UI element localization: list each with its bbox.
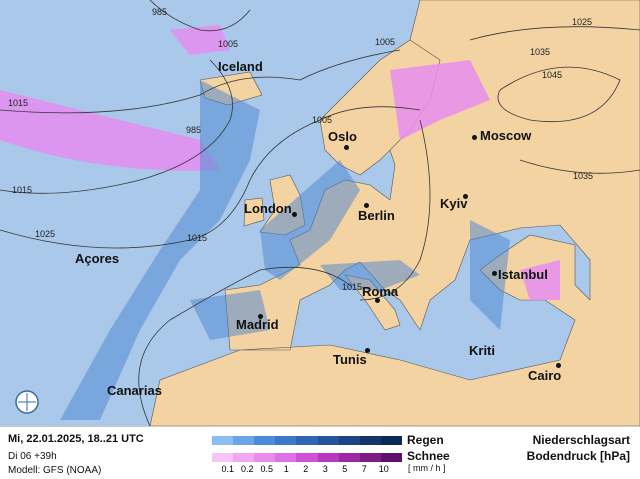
rain-band [60,80,260,420]
snow-swatch [212,453,234,462]
city-label: Berlin [358,208,395,223]
city-label: Oslo [328,129,357,144]
forecast-datetime: Mi, 22.01.2025, 18..21 UTC [8,433,144,445]
svg-text:1005: 1005 [218,39,238,49]
legend-title-pressure: Bodendruck [hPa] [526,449,630,463]
svg-text:1015: 1015 [342,282,362,292]
city-dot [556,363,561,368]
scale-tick: 1 [283,464,289,474]
snow-swatch [275,453,297,462]
city-label: Iceland [218,59,263,74]
snow-swatch [317,453,339,462]
svg-text:1025: 1025 [572,17,592,27]
city-dot [258,314,263,319]
scale-tick: 0.1 [221,464,234,474]
rain-swatch [212,436,234,445]
svg-text:1005: 1005 [375,37,395,47]
scale-tick: 2 [303,464,309,474]
snow-swatch [380,453,402,462]
svg-text:1005: 1005 [312,115,332,125]
scale-ticks: 0.1 0.2 0.5 1 2 3 5 7 10 [218,464,394,474]
rain-swatch [317,436,339,445]
city-dot [463,194,468,199]
rain-swatch [275,436,297,445]
snow-band [0,90,220,171]
city-label: Madrid [236,317,279,332]
scale-tick: 7 [361,464,367,474]
city-label: Roma [362,284,399,299]
city-label: Kyiv [440,196,468,211]
precipitation [0,25,560,420]
city-label: Açores [75,251,120,266]
snow-color-scale [212,453,402,462]
unit-label: [ mm / h ] [408,463,446,473]
city-label: Istanbul [498,267,548,282]
scale-tick: 0.2 [240,464,254,474]
svg-text:1015: 1015 [8,98,28,108]
city-label: Canarias [107,383,162,398]
rain-swatch [233,436,255,445]
svg-text:1025: 1025 [35,229,55,239]
rain-swatch [380,436,402,445]
svg-text:1045: 1045 [542,70,562,80]
scale-tick: 5 [342,464,348,474]
svg-text:1035: 1035 [573,171,593,181]
snow-swatch [296,453,318,462]
scale-tick: 10 [378,464,389,474]
city-dot [492,271,497,276]
snow-swatch [254,453,276,462]
svg-text:1015: 1015 [12,185,32,195]
scale-tick: 0.5 [260,464,273,474]
rain-swatch [296,436,318,445]
rain-label: Regen [407,433,444,447]
ireland [243,197,265,227]
snow-swatch [359,453,381,462]
city-dot [364,203,369,208]
rain-swatch [338,436,360,445]
scale-tick: 3 [322,464,328,474]
isobars [0,0,640,426]
snow-swatch [233,453,255,462]
svg-text:1015: 1015 [187,233,207,243]
legend-title-precip-type: Niederschlagsart [532,433,630,447]
rain-swatch [359,436,381,445]
weather-map: 985 1005 1005 1015 985 1015 1025 1015 10… [0,0,640,426]
city-label: Moscow [480,128,532,143]
city-dot [292,212,297,217]
snow-label: Schnee [407,449,450,463]
city-dot [344,145,349,150]
city-dot [375,298,380,303]
rain-swatch [254,436,276,445]
snow-swatch [338,453,360,462]
city-label: Tunis [333,352,367,367]
model-run: Di 06 +39h [8,451,57,462]
weather-globe-icon[interactable] [15,390,39,414]
city-label: Cairo [528,368,562,383]
rain-color-scale [212,436,402,445]
city-dot [472,135,477,140]
legend: Mi, 22.01.2025, 18..21 UTC Di 06 +39h Mo… [0,426,640,479]
city-label: London [244,201,292,216]
svg-text:1035: 1035 [530,47,550,57]
model-name: Modell: GFS (NOAA) [8,465,102,476]
isobar-labels: 985 1005 1005 1015 985 1015 1025 1015 10… [8,7,593,292]
city-label: Kriti [469,343,495,358]
svg-text:985: 985 [152,7,167,17]
svg-text:985: 985 [186,125,201,135]
city-dot [365,348,370,353]
